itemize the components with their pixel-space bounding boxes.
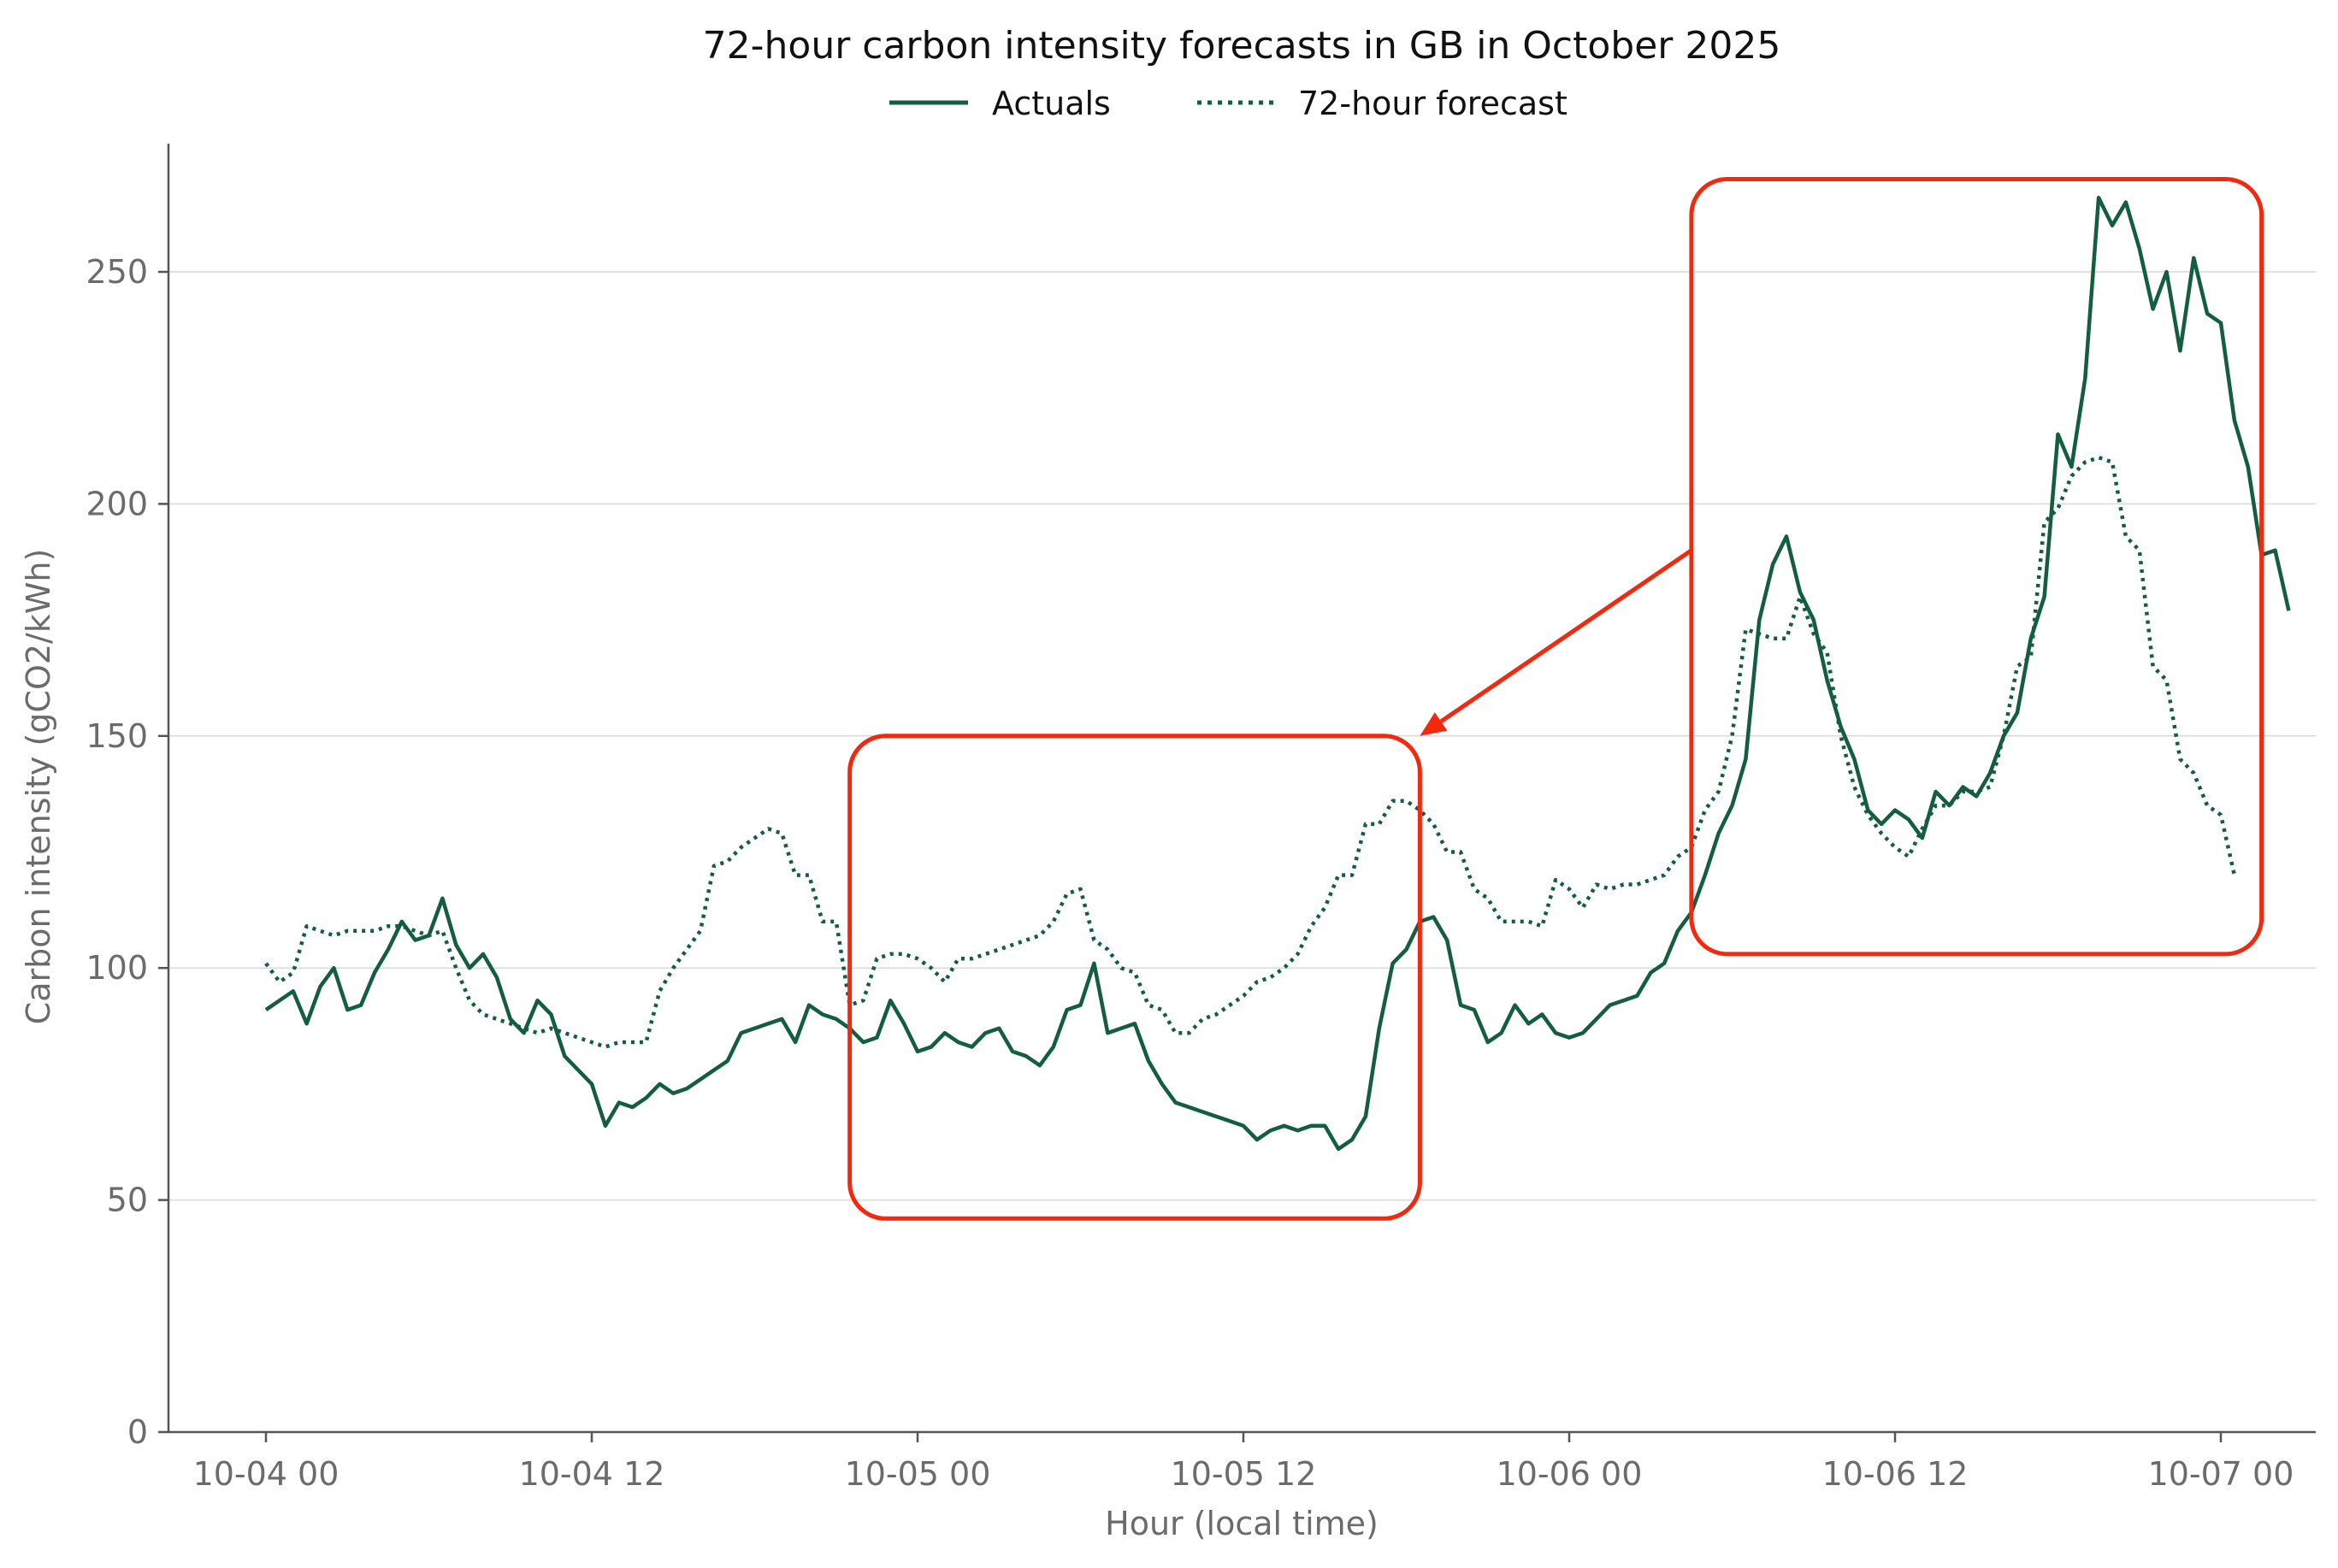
y-tick-label-250: 250 — [86, 253, 148, 291]
legend: Actuals 72-hour forecast — [889, 85, 1568, 122]
annotations — [847, 176, 2264, 1221]
x-tick-label-2: 10-05 00 — [845, 1455, 991, 1493]
x-axis-label: Hour (local time) — [1105, 1505, 1379, 1542]
annotation-arrow-line — [1439, 548, 1693, 723]
legend-label-actuals: Actuals — [992, 85, 1111, 122]
series-line-actuals — [264, 195, 2291, 1152]
x-tick-label-1: 10-04 12 — [519, 1455, 665, 1493]
annotation-arrow-head — [1420, 712, 1448, 736]
x-tick-label-0: 10-04 00 — [193, 1455, 339, 1493]
chart-title: 72-hour carbon intensity forecasts in GB… — [703, 24, 1781, 68]
y-tick-label-200: 200 — [86, 485, 148, 522]
series-lines — [264, 195, 2291, 1152]
y-tick-label-100: 100 — [86, 949, 148, 987]
legend-label-forecast: 72-hour forecast — [1298, 85, 1568, 122]
highlight-box-1 — [847, 734, 1422, 1221]
y-tick-label-0: 0 — [127, 1413, 148, 1451]
x-tick-label-4: 10-06 00 — [1497, 1455, 1643, 1493]
series-line-forecast — [264, 455, 2237, 1049]
y-tick-label-50: 50 — [107, 1182, 148, 1219]
y-axis-label: Carbon intensity (gCO2/kWh) — [20, 549, 57, 1025]
x-axis-ticks: 10-04 00 10-04 12 10-05 00 10-05 12 10-06 00… — [193, 1432, 2294, 1493]
y-tick-label-150: 150 — [86, 717, 148, 755]
x-tick-label-3: 10-05 12 — [1171, 1455, 1317, 1493]
highlight-box-2 — [1689, 176, 2264, 957]
y-axis-ticks: 0 50 100 150 200 250 — [86, 253, 168, 1451]
x-tick-label-5: 10-06 12 — [1822, 1455, 1969, 1493]
x-tick-label-6: 10-07 00 — [2148, 1455, 2294, 1493]
